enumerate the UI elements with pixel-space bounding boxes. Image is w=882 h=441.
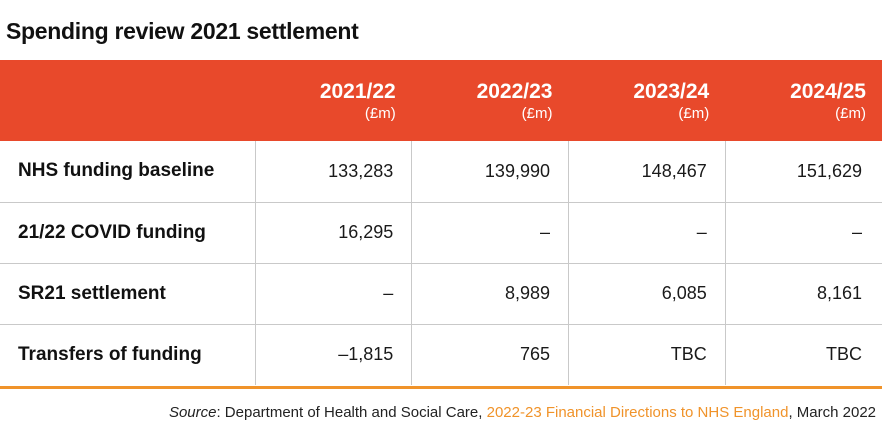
row-label: SR21 settlement — [0, 262, 255, 324]
source-prefix: : Department of Health and Social Care, — [216, 404, 487, 421]
table-row: Transfers of funding –1,815 765 TBC TBC — [0, 323, 882, 385]
table-cell: – — [254, 262, 412, 324]
column-header: 2022/23 (£m) — [412, 60, 569, 141]
table-cell: 16,295 — [254, 201, 412, 263]
table-header-row: 2021/22 (£m) 2022/23 (£m) 2023/24 (£m) 2… — [0, 60, 882, 141]
column-header: 2024/25 (£m) — [725, 60, 882, 141]
table-cell: 8,161 — [724, 262, 882, 324]
table-cell: – — [411, 201, 569, 263]
column-year: 2024/25 — [790, 80, 866, 103]
column-header: 2023/24 (£m) — [569, 60, 726, 141]
column-unit: (£m) — [364, 105, 396, 122]
table-cell: 6,085 — [568, 262, 726, 324]
source-suffix: , March 2022 — [788, 404, 876, 421]
table-cell: 8,989 — [411, 262, 569, 324]
header-corner-cell — [0, 60, 255, 141]
table-cell: 765 — [411, 323, 569, 385]
column-year: 2021/22 — [319, 80, 396, 103]
table-cell: 139,990 — [411, 141, 569, 202]
table-bottom-rule — [0, 386, 882, 389]
table-row: SR21 settlement – 8,989 6,085 8,161 — [0, 262, 882, 324]
row-label: NHS funding baseline — [18, 160, 215, 182]
table-cell: – — [568, 201, 726, 263]
table-cell: TBC — [568, 323, 726, 385]
table-cell: 133,283 — [254, 141, 412, 202]
source-label: Source — [168, 404, 217, 421]
page-title: Spending review 2021 settlement — [6, 18, 359, 44]
table-row: NHS funding baseline 133,283 139,990 148… — [0, 141, 882, 202]
row-label: 21/22 COVID funding — [0, 201, 255, 263]
column-unit: (£m) — [521, 105, 553, 122]
table-cell: –1,815 — [254, 323, 412, 385]
column-unit: (£m) — [678, 105, 710, 122]
column-year: 2022/23 — [476, 80, 553, 103]
column-year: 2023/24 — [633, 80, 710, 103]
table-cell: – — [724, 201, 882, 263]
table-cell: 151,629 — [724, 141, 882, 202]
table-row: 21/22 COVID funding 16,295 – – – — [0, 201, 882, 263]
source-note: Source: Department of Health and Social … — [169, 404, 876, 421]
column-unit: (£m) — [835, 105, 866, 122]
row-label: Transfers of funding — [0, 323, 255, 385]
table-cell: TBC — [724, 323, 882, 385]
table-cell: 148,467 — [568, 141, 726, 202]
column-header: 2021/22 (£m) — [255, 60, 412, 141]
source-link[interactable]: 2022-23 Financial Directions to NHS Engl… — [486, 404, 789, 421]
settlement-table: 2021/22 (£m) 2022/23 (£m) 2023/24 (£m) 2… — [0, 60, 882, 385]
